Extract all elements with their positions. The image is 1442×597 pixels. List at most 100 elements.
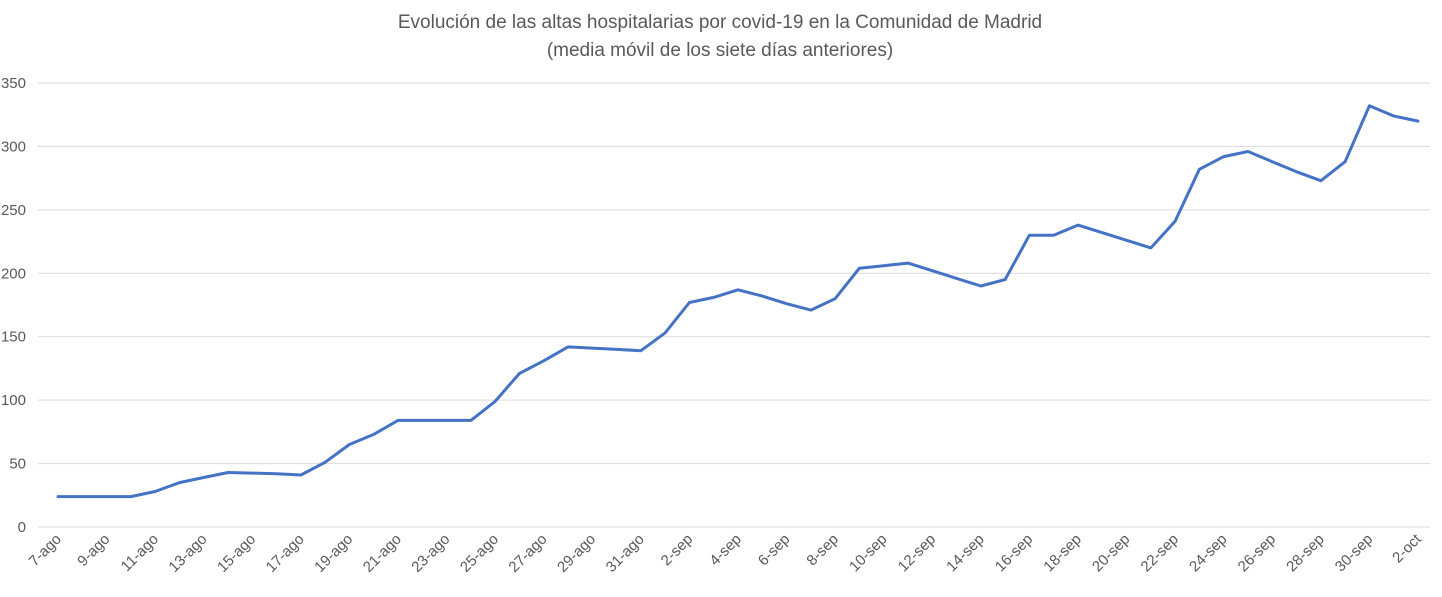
data-point xyxy=(1174,220,1177,223)
data-point xyxy=(251,472,254,475)
data-point xyxy=(591,347,594,350)
data-point xyxy=(858,267,861,270)
data-point xyxy=(154,490,157,493)
data-point xyxy=(1222,155,1225,158)
y-tick-label: 50 xyxy=(9,456,26,473)
data-point xyxy=(1392,114,1395,117)
data-point xyxy=(445,419,448,422)
series-line xyxy=(56,104,1420,499)
x-tick-label: 17-ago xyxy=(263,531,308,576)
data-point xyxy=(469,419,472,422)
data-point xyxy=(712,296,715,299)
data-point xyxy=(1247,150,1250,153)
y-tick-label: 100 xyxy=(1,392,26,409)
x-tick-label: 10-sep xyxy=(846,531,890,575)
data-point xyxy=(202,476,205,479)
x-tick-label: 15-ago xyxy=(214,531,259,576)
x-tick-label: 2-sep xyxy=(658,531,697,570)
data-point xyxy=(81,495,84,498)
x-tick-label: 14-sep xyxy=(943,531,987,575)
data-point xyxy=(1028,234,1031,237)
data-point xyxy=(372,433,375,436)
x-tick-label: 2-oct xyxy=(1389,530,1425,566)
chart-subtitle: (media móvil de los siete días anteriore… xyxy=(547,40,893,61)
data-point xyxy=(907,262,910,265)
data-point xyxy=(809,309,812,312)
data-point xyxy=(348,443,351,446)
y-tick-label: 200 xyxy=(1,265,26,282)
x-tick-label: 28-sep xyxy=(1283,531,1327,575)
x-tick-label: 7-ago xyxy=(26,531,65,570)
x-tick-label: 31-ago xyxy=(603,531,648,576)
data-point xyxy=(421,419,424,422)
x-tick-label: 12-sep xyxy=(895,531,939,575)
x-tick-label: 16-sep xyxy=(992,531,1036,575)
data-point xyxy=(129,495,132,498)
x-tick-label: 26-sep xyxy=(1235,531,1279,575)
x-tick-label: 20-sep xyxy=(1089,531,1133,575)
data-point xyxy=(639,349,642,352)
data-point xyxy=(299,473,302,476)
x-tick-label: 18-sep xyxy=(1040,531,1084,575)
x-tick-label: 29-ago xyxy=(554,531,599,576)
data-point xyxy=(1271,160,1274,163)
data-line xyxy=(56,104,1420,499)
gridlines xyxy=(38,82,1430,528)
data-point xyxy=(688,301,691,304)
data-point xyxy=(1077,224,1080,227)
data-point xyxy=(324,461,327,464)
data-point xyxy=(1198,168,1201,171)
x-tick-label: 24-sep xyxy=(1186,531,1230,575)
x-tick-label: 13-ago xyxy=(165,531,210,576)
data-point xyxy=(1125,239,1128,242)
x-tick-label: 4-sep xyxy=(706,531,745,570)
x-tick-label: 21-ago xyxy=(360,531,405,576)
data-point xyxy=(615,348,618,351)
x-tick-label: 11-ago xyxy=(118,531,162,575)
data-point xyxy=(834,297,837,300)
data-point xyxy=(931,269,934,272)
data-point xyxy=(1101,231,1104,234)
chart-title: Evolución de las altas hospitalarias por… xyxy=(398,12,1042,33)
data-point xyxy=(1368,104,1371,107)
data-point xyxy=(785,302,788,305)
y-tick-label: 150 xyxy=(1,329,26,346)
x-tick-label: 6-sep xyxy=(755,531,794,570)
data-point xyxy=(1149,246,1152,249)
x-tick-label: 25-ago xyxy=(457,531,502,576)
data-point xyxy=(1319,179,1322,182)
data-point xyxy=(1052,234,1055,237)
data-point xyxy=(1344,160,1347,163)
x-tick-label: 19-ago xyxy=(311,531,356,576)
x-tick-label: 9-ago xyxy=(74,531,113,570)
x-tick-label: 27-ago xyxy=(505,531,550,576)
data-point xyxy=(1295,170,1298,173)
data-point xyxy=(664,331,667,334)
y-tick-label: 300 xyxy=(1,138,26,155)
data-point xyxy=(567,345,570,348)
data-point xyxy=(178,481,181,484)
x-tick-label: 8-sep xyxy=(803,531,842,570)
data-point xyxy=(737,288,740,291)
data-point xyxy=(542,359,545,362)
y-tick-label: 250 xyxy=(1,202,26,219)
data-point xyxy=(979,284,982,287)
data-point xyxy=(57,495,60,498)
x-tick-label: 23-ago xyxy=(408,531,453,576)
x-tick-label: 22-sep xyxy=(1138,531,1182,575)
data-point xyxy=(518,372,521,375)
data-point xyxy=(227,471,230,474)
data-point xyxy=(1004,278,1007,281)
data-point xyxy=(1417,120,1420,123)
data-point xyxy=(494,400,497,403)
data-point xyxy=(397,419,400,422)
data-point xyxy=(105,495,108,498)
y-axis: 0 50 100 150 200 250 300 350 xyxy=(1,75,26,536)
data-point xyxy=(955,277,958,280)
data-point xyxy=(882,264,885,267)
x-tick-label: 30-sep xyxy=(1332,531,1376,575)
data-point xyxy=(761,295,764,298)
data-point xyxy=(275,472,278,475)
y-tick-label: 0 xyxy=(18,519,26,536)
